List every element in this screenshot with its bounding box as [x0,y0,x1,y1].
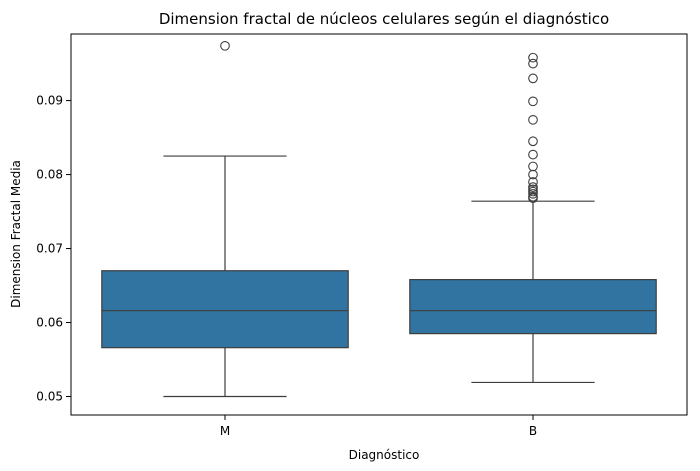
plot-area: 0.05 0.06 0.07 0.08 0.09 M B [36,33,688,438]
x-tick-label: M [220,424,230,438]
box-b-outlier-point [528,169,538,180]
box-b-outlier-point [528,188,538,199]
box-b-outlier-point [528,58,538,69]
box-b-outlier-point [528,177,538,187]
box-b-outlier-point [528,149,538,160]
box-b-outlier-point [528,114,538,125]
x-tick-label: B [529,424,537,438]
box-m-iqr-box [101,270,349,349]
box-b-outlier-point [528,96,538,107]
chart-title: Dimension fractal de núcleos celulares s… [159,10,609,28]
y-tick-label: 0.08 [36,168,63,182]
y-tick-label: 0.07 [36,242,63,256]
box-b-outlier-point [528,161,538,172]
box-m-outlier-point [220,40,230,51]
y-tick-label: 0.06 [36,316,63,330]
axes-frame [70,33,688,416]
box-b-outlier-point [528,193,538,204]
box-b-outlier-point [528,52,538,63]
box-b-outlier-point [528,136,538,147]
y-tick-label: 0.09 [36,94,63,108]
box-b-outlier-point [528,73,538,84]
box-b-iqr-box [409,279,657,335]
x-axis-label: Diagnóstico [349,448,420,462]
y-tick-label: 0.05 [36,390,63,404]
y-axis-label: Dimension Fractal Media [9,160,23,308]
